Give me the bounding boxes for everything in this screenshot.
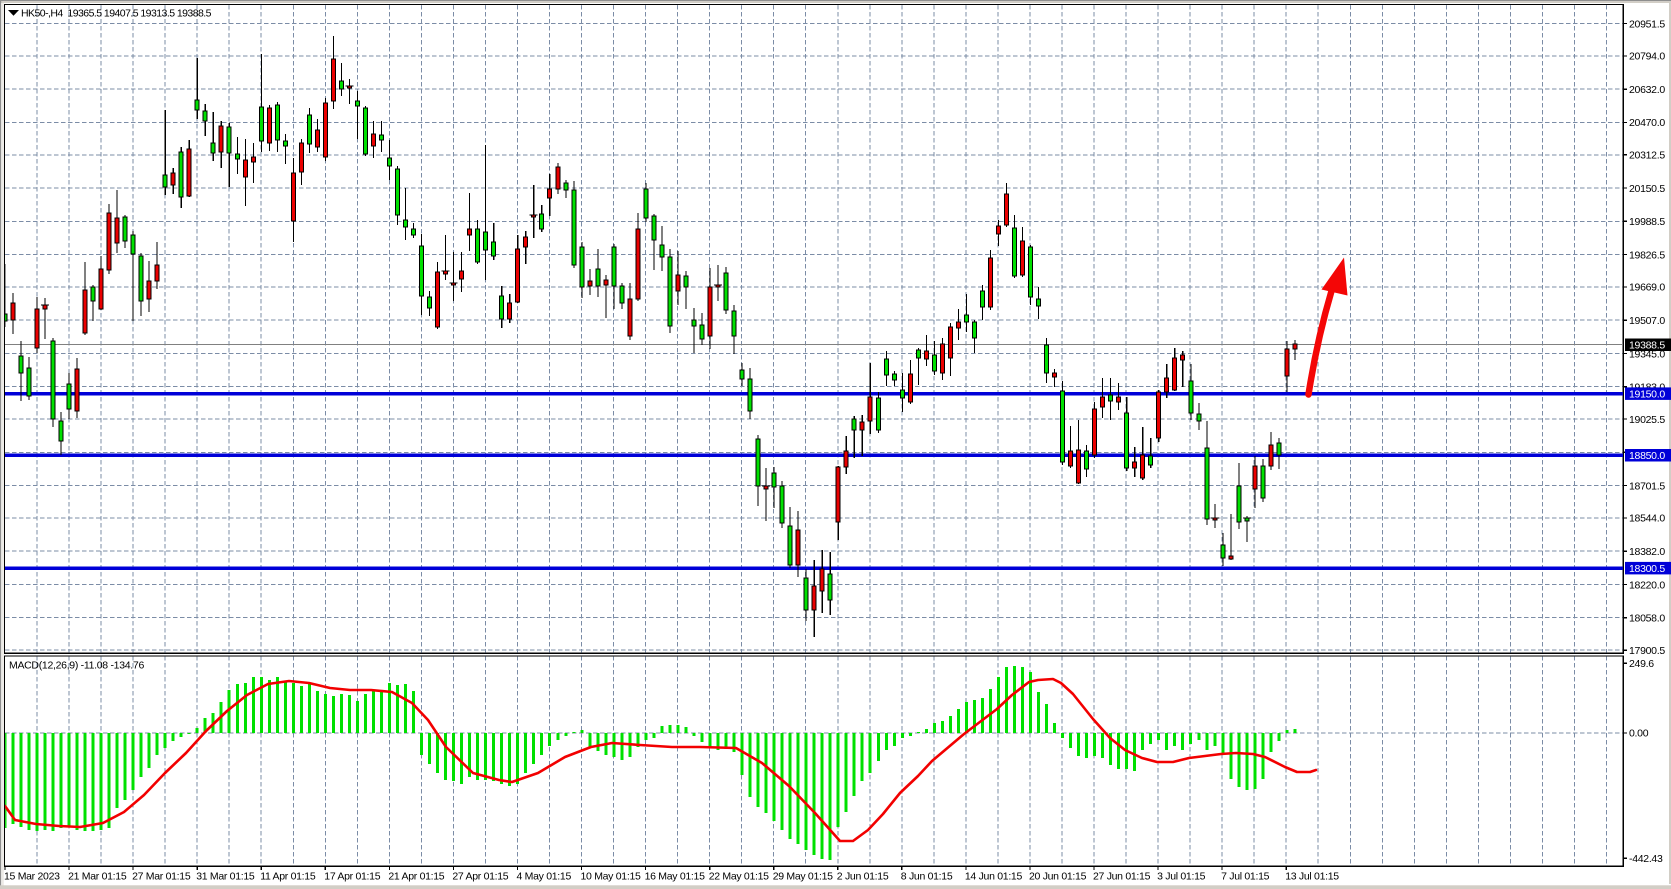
svg-text:15 Mar 2023: 15 Mar 2023 (4, 871, 60, 883)
svg-text:18850.0: 18850.0 (1629, 450, 1665, 462)
svg-text:-442.43: -442.43 (1629, 853, 1663, 865)
svg-text:31 Mar 01:15: 31 Mar 01:15 (196, 871, 255, 883)
svg-text:MACD(12,26,9) -11.08 -134.76: MACD(12,26,9) -11.08 -134.76 (9, 660, 144, 672)
svg-text:18701.5: 18701.5 (1629, 480, 1665, 492)
svg-text:11 Apr 01:15: 11 Apr 01:15 (260, 871, 316, 883)
svg-text:20312.5: 20312.5 (1629, 150, 1665, 162)
svg-text:20794.0: 20794.0 (1629, 51, 1665, 63)
svg-text:21 Mar 01:15: 21 Mar 01:15 (68, 871, 127, 883)
svg-text:18220.0: 18220.0 (1629, 579, 1665, 591)
svg-text:HK50-,H4 19365.5 19407.5 1931: HK50-,H4 19365.5 19407.5 19313.5 19388.5 (21, 8, 212, 20)
svg-text:19826.5: 19826.5 (1629, 249, 1665, 261)
svg-text:19345.0: 19345.0 (1629, 348, 1665, 360)
svg-text:20951.5: 20951.5 (1629, 18, 1665, 30)
svg-text:4 May 01:15: 4 May 01:15 (517, 871, 572, 883)
svg-text:29 May 01:15: 29 May 01:15 (773, 871, 833, 883)
svg-text:2 Jun 01:15: 2 Jun 01:15 (837, 871, 889, 883)
svg-text:3 Jul 01:15: 3 Jul 01:15 (1157, 871, 1206, 883)
svg-text:17900.5: 17900.5 (1629, 645, 1665, 657)
svg-text:18300.5: 18300.5 (1629, 563, 1665, 575)
svg-text:17 Apr 01:15: 17 Apr 01:15 (324, 871, 380, 883)
svg-text:19507.0: 19507.0 (1629, 315, 1665, 327)
svg-text:19388.5: 19388.5 (1629, 339, 1665, 351)
svg-text:18058.0: 18058.0 (1629, 613, 1665, 625)
svg-text:20470.0: 20470.0 (1629, 117, 1665, 129)
svg-text:19150.0: 19150.0 (1629, 388, 1665, 400)
svg-text:14 Jun 01:15: 14 Jun 01:15 (965, 871, 1023, 883)
svg-text:0.00: 0.00 (1629, 728, 1649, 740)
svg-text:19988.5: 19988.5 (1629, 216, 1665, 228)
svg-text:27 Apr 01:15: 27 Apr 01:15 (452, 871, 508, 883)
svg-text:27 Mar 01:15: 27 Mar 01:15 (132, 871, 191, 883)
svg-text:7 Jul 01:15: 7 Jul 01:15 (1221, 871, 1270, 883)
svg-text:18544.0: 18544.0 (1629, 513, 1665, 525)
svg-text:249.6: 249.6 (1629, 658, 1654, 670)
svg-text:10 May 01:15: 10 May 01:15 (581, 871, 641, 883)
svg-text:27 Jun 01:15: 27 Jun 01:15 (1093, 871, 1151, 883)
svg-text:19025.5: 19025.5 (1629, 414, 1665, 426)
svg-text:20632.0: 20632.0 (1629, 84, 1665, 96)
svg-text:20 Jun 01:15: 20 Jun 01:15 (1029, 871, 1087, 883)
svg-text:20150.5: 20150.5 (1629, 183, 1665, 195)
svg-text:21 Apr 01:15: 21 Apr 01:15 (388, 871, 444, 883)
svg-text:13 Jul 01:15: 13 Jul 01:15 (1285, 871, 1339, 883)
svg-text:22 May 01:15: 22 May 01:15 (709, 871, 769, 883)
svg-text:8 Jun 01:15: 8 Jun 01:15 (901, 871, 953, 883)
svg-text:18382.0: 18382.0 (1629, 546, 1665, 558)
svg-text:16 May 01:15: 16 May 01:15 (645, 871, 705, 883)
svg-text:19669.0: 19669.0 (1629, 282, 1665, 294)
